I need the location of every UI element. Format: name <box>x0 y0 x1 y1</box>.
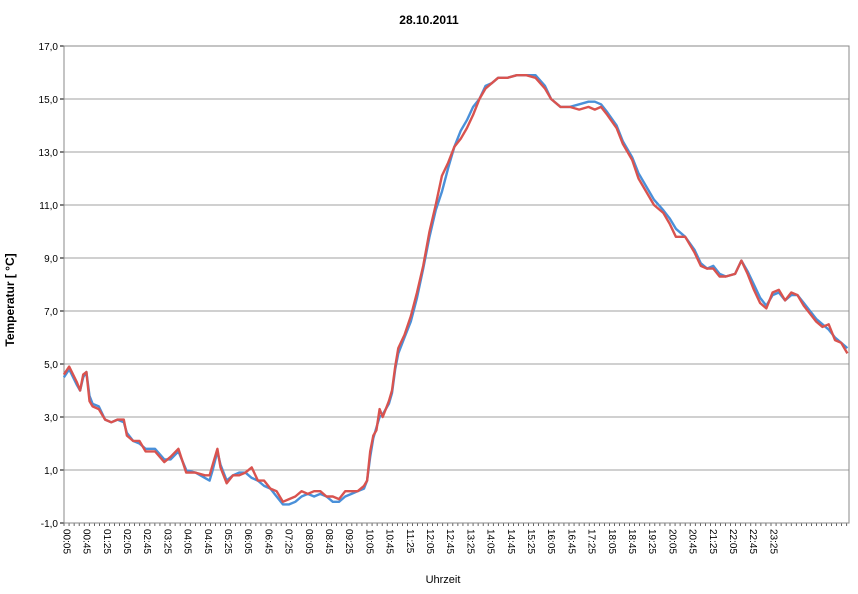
x-tick-label: 16:45 <box>565 529 576 554</box>
x-tick-label: 10:45 <box>384 529 395 554</box>
x-tick-label: 18:05 <box>606 529 617 554</box>
y-tick-label: 3,0 <box>44 413 58 424</box>
x-tick-label: 01:25 <box>101 529 112 554</box>
x-tick-label: 21:25 <box>707 529 718 554</box>
x-axis-ticks: 00:05 00:45 01:25 02:05 02:45 03:25 04:05 04:45… <box>60 522 849 554</box>
y-tick-label: 15,0 <box>39 95 59 106</box>
series-lines <box>62 74 849 506</box>
x-tick-label: 07:25 <box>283 529 294 554</box>
x-tick-label: 19:25 <box>646 529 657 554</box>
x-tick-label: 09:25 <box>343 529 354 554</box>
x-tick-label: 22:05 <box>727 529 738 554</box>
x-tick-label: 22:45 <box>747 529 758 554</box>
x-tick-label: 10:05 <box>363 529 374 554</box>
x-tick-label: 12:05 <box>424 529 435 554</box>
x-tick-label: 08:05 <box>303 529 314 554</box>
x-tick-label: 02:45 <box>141 529 152 554</box>
x-tick-label: 03:25 <box>161 529 172 554</box>
y-axis-label: Temperatur [ °C] <box>3 253 17 346</box>
y-tick-label: 11,0 <box>39 201 58 212</box>
y-tick-label: 1,0 <box>44 466 58 477</box>
x-axis-label: Uhrzeit <box>426 574 461 586</box>
x-tick-label: 20:45 <box>687 529 698 554</box>
x-tick-label: 02:05 <box>121 529 132 554</box>
x-tick-label: 00:05 <box>60 529 71 554</box>
x-tick-label: 20:05 <box>666 529 677 554</box>
x-tick-label: 06:05 <box>242 529 253 554</box>
x-tick-label: 23:25 <box>767 529 778 554</box>
x-tick-label: 04:05 <box>182 529 193 554</box>
x-tick-label: 13:25 <box>464 529 475 554</box>
x-tick-label: 18:45 <box>626 529 637 554</box>
y-tick-label: 9,0 <box>44 254 58 265</box>
x-tick-label: 00:45 <box>81 529 92 554</box>
y-tick-label: 7,0 <box>44 307 58 318</box>
x-tick-label: 12:45 <box>444 529 455 554</box>
y-axis-ticks: -1,0 1,0 3,0 5,0 7,0 9,0 11,0 13,0 15,0 17,0 <box>39 42 64 530</box>
x-tick-label: 08:45 <box>323 529 334 554</box>
y-tick-label: 5,0 <box>44 360 58 371</box>
plot-area-frame <box>63 45 850 524</box>
x-tick-label: 11:25 <box>404 529 415 554</box>
y-tick-label: 17,0 <box>39 42 59 53</box>
x-tick-label: 14:05 <box>485 529 496 554</box>
x-tick-label: 16:05 <box>545 529 556 554</box>
y-tick-label: -1,0 <box>41 519 59 530</box>
series-line-2 <box>62 74 849 503</box>
x-tick-label: 04:45 <box>202 529 213 554</box>
x-tick-label: 14:45 <box>505 529 516 554</box>
x-tick-label: 17:25 <box>586 529 597 554</box>
x-tick-label: 05:25 <box>222 529 233 554</box>
chart-title: 28.10.2011 <box>399 13 459 27</box>
x-tick-label: 15:25 <box>525 529 536 554</box>
x-tick-label: 06:45 <box>262 529 273 554</box>
y-tick-label: 13,0 <box>39 148 59 159</box>
